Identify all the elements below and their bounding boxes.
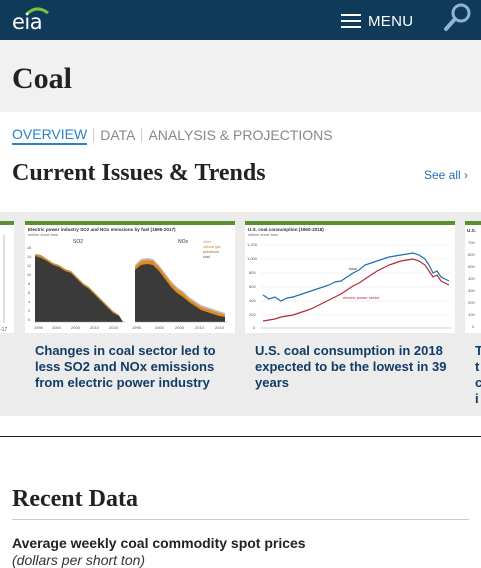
svg-text:2000: 2000 <box>155 325 165 330</box>
trend-card-partial-right[interactable]: U.S. 700 600 500 400 300 200 100 0 T t c… <box>465 221 481 416</box>
sub-navigation: OVERVIEW DATA ANALYSIS & PROJECTIONS <box>12 124 333 146</box>
spot-prices-heading: Average weekly coal commodity spot price… <box>12 535 306 551</box>
svg-text:0: 0 <box>472 324 475 329</box>
trend-card-emissions[interactable]: Electric power industry SO2 and NOx emis… <box>25 221 235 416</box>
svg-text:500: 500 <box>468 264 475 269</box>
legend-coal: coal <box>203 255 210 259</box>
trend-card-caption[interactable]: Changes in coal sector led to less SO2 a… <box>35 343 216 390</box>
so2-panel: 1995 2000 2005 2010 2015 16 14 12 10 8 6… <box>27 246 125 330</box>
svg-text:100: 100 <box>468 312 475 317</box>
svg-text:1995: 1995 <box>34 325 44 330</box>
svg-text:2010: 2010 <box>90 325 100 330</box>
trend-card-thumbnail: Electric power industry SO2 and NOx emis… <box>25 221 235 333</box>
svg-text:200: 200 <box>468 300 475 305</box>
svg-text:2: 2 <box>28 309 30 313</box>
svg-text:700: 700 <box>468 240 475 245</box>
trend-card-partial-left[interactable]: -17 <box>0 221 14 416</box>
svg-text:1,200: 1,200 <box>247 242 258 247</box>
svg-text:2015: 2015 <box>109 325 119 330</box>
svg-text:1,000: 1,000 <box>247 256 258 261</box>
eia-logo[interactable]: eia <box>12 6 52 36</box>
panel-label-nox: NOx <box>178 239 189 245</box>
tab-separator <box>93 128 95 142</box>
emissions-chart: Electric power industry SO2 and NOx emis… <box>27 227 227 330</box>
svg-text:200: 200 <box>249 312 256 317</box>
svg-text:U.S.: U.S. <box>467 228 476 233</box>
svg-text:14: 14 <box>27 255 31 259</box>
legend: other natural gas petroleum coal <box>203 240 221 259</box>
total-series-label: total <box>349 266 357 271</box>
trend-card-thumbnail: U.S. coal consumption (1950-2018) millio… <box>245 221 455 333</box>
page-title: Coal <box>12 62 72 95</box>
svg-text:0: 0 <box>253 325 256 330</box>
title-band: Coal <box>0 40 481 112</box>
svg-text:8: 8 <box>28 282 30 286</box>
logo-text: eia <box>12 10 43 34</box>
svg-text:2015: 2015 <box>215 325 225 330</box>
total-series-line <box>262 252 450 302</box>
trend-card-thumbnail: U.S. 700 600 500 400 300 200 100 0 <box>465 221 481 333</box>
svg-text:400: 400 <box>468 276 475 281</box>
svg-text:400: 400 <box>249 298 256 303</box>
electric-power-series-line <box>262 258 450 322</box>
trend-card-consumption[interactable]: U.S. coal consumption (1950-2018) millio… <box>245 221 455 416</box>
svg-text:2000: 2000 <box>52 325 62 330</box>
recent-data-rule <box>12 519 469 520</box>
chart-title: U.S. coal consumption (1950-2018) <box>248 227 324 232</box>
legend-other: other <box>203 240 212 244</box>
menu-button[interactable]: MENU <box>341 10 413 32</box>
trend-card-caption[interactable]: T t c i <box>475 343 481 406</box>
legend-petroleum: petroleum <box>203 250 219 254</box>
nox-panel: 1995 2000 2005 2010 2015 <box>132 258 227 330</box>
trends-title: Current Issues & Trends <box>12 160 266 186</box>
chart-title: Electric power industry SO2 and NOx emis… <box>28 227 176 232</box>
svg-text:2005: 2005 <box>175 325 185 330</box>
tab-analysis-projections[interactable]: ANALYSIS & PROJECTIONS <box>148 127 333 143</box>
spot-prices-units: (dollars per short ton) <box>12 552 146 568</box>
partial-left-label: -17 <box>0 327 7 333</box>
tab-overview[interactable]: OVERVIEW <box>12 126 88 145</box>
chart-units: million short tons <box>248 232 278 237</box>
svg-text:2005: 2005 <box>71 325 81 330</box>
menu-label: MENU <box>368 12 414 30</box>
svg-text:0: 0 <box>28 318 30 322</box>
trends-carousel: -17 Electric power industry SO2 and NOx … <box>0 212 481 416</box>
svg-text:16: 16 <box>27 246 31 250</box>
svg-text:12: 12 <box>27 264 31 268</box>
recent-data-title: Recent Data <box>12 486 138 512</box>
consumption-chart: U.S. coal consumption (1950-2018) millio… <box>247 227 451 330</box>
svg-text:600: 600 <box>468 252 475 257</box>
top-bar: eia MENU <box>0 0 481 40</box>
section-divider <box>0 436 481 437</box>
svg-text:2010: 2010 <box>195 325 205 330</box>
electric-power-series-label: electric power sector <box>343 295 380 300</box>
svg-text:1995: 1995 <box>132 325 142 330</box>
trend-card-caption[interactable]: U.S. coal consumption in 2018 expected t… <box>255 343 447 390</box>
tab-data[interactable]: DATA <box>100 127 136 143</box>
hamburger-icon <box>341 14 361 28</box>
logo-arc-icon <box>24 7 49 17</box>
svg-text:800: 800 <box>249 270 256 275</box>
panel-label-so2: SO2 <box>73 239 83 245</box>
svg-text:600: 600 <box>249 284 256 289</box>
svg-text:10: 10 <box>27 273 31 277</box>
search-icon[interactable] <box>442 1 474 33</box>
svg-text:6: 6 <box>28 291 30 295</box>
tab-separator <box>141 128 143 142</box>
trend-card-thumbnail: -17 <box>0 221 14 333</box>
svg-text:4: 4 <box>28 300 30 304</box>
chart-units: million short tons <box>28 232 58 237</box>
legend-natural-gas: natural gas <box>203 245 221 249</box>
see-all-link[interactable]: See all › <box>424 168 469 182</box>
y-axis-ticks: 1,200 1,000 800 600 400 200 0 <box>247 242 258 330</box>
svg-text:300: 300 <box>468 288 475 293</box>
